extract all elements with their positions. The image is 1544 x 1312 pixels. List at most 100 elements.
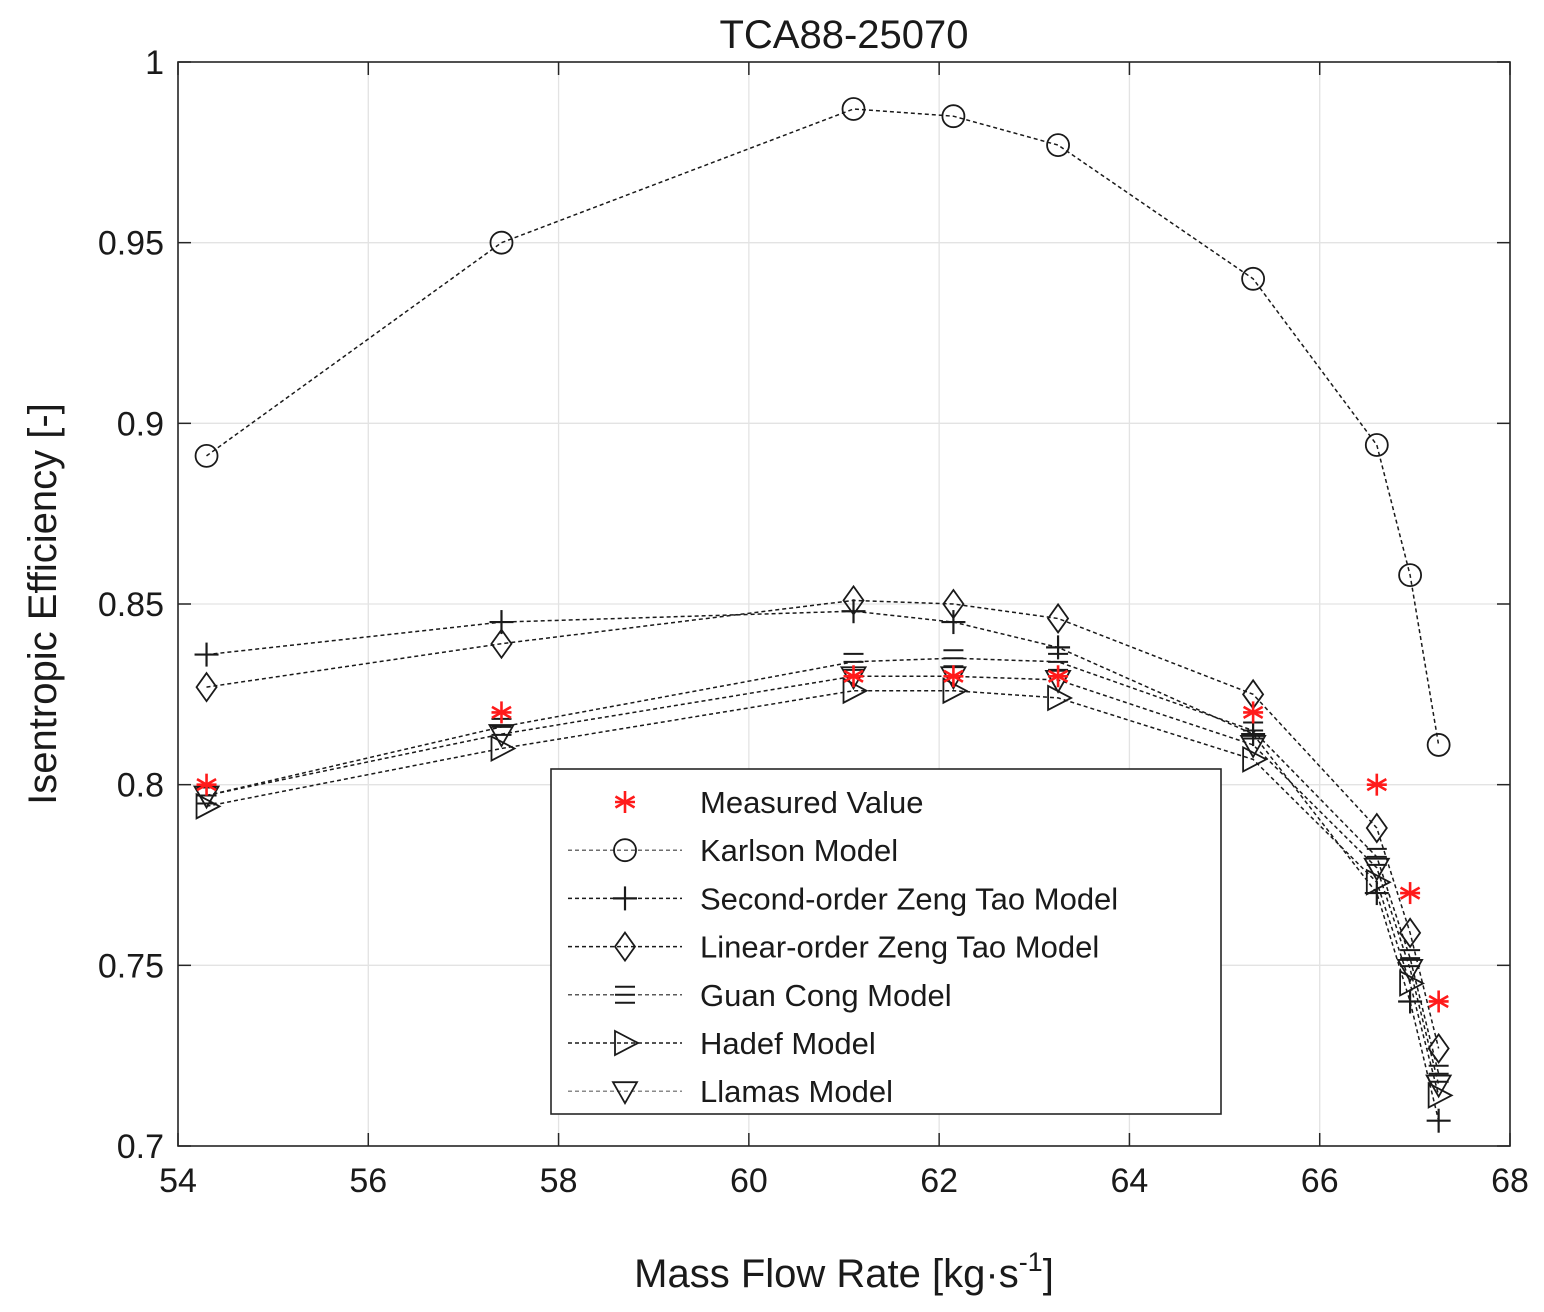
- hadef-model-point: [1365, 868, 1392, 896]
- y-tick-label: 0.95: [98, 225, 164, 263]
- series-markers: [192, 97, 1454, 1133]
- linear-order-zeng-tao-model-point: [1046, 602, 1070, 635]
- second-order-zeng-tao-model-point: [1241, 722, 1266, 747]
- linear-order-zeng-tao-model-point: [942, 588, 965, 620]
- measured-value-point: [491, 701, 512, 724]
- linear-order-zeng-tao-model-point: [195, 671, 218, 703]
- llamas-model-point: [1396, 959, 1424, 983]
- hadef-model-point: [1242, 745, 1269, 773]
- karlson-model-point: [1046, 133, 1070, 158]
- hadef-model-line: [206, 689, 1440, 1096]
- measured-value-point: [1047, 665, 1069, 688]
- legend-swatch-marker: [615, 985, 635, 1004]
- legend-item-measured-value: Measured Value: [614, 785, 923, 820]
- karlson-model-point: [1426, 733, 1451, 757]
- legend-item-karlson-model: Karlson Model: [568, 833, 898, 868]
- second-order-zeng-tao-model-point: [194, 642, 219, 667]
- axis-ticks: [177, 61, 1511, 1147]
- linear-order-zeng-tao-model-point: [1365, 812, 1388, 844]
- linear-order-zeng-tao-model-point: [1398, 917, 1422, 949]
- legend-swatch-marker: [613, 931, 637, 963]
- legend: Measured Value Karlson Model Second-order …: [550, 768, 1222, 1115]
- karlson-model-point: [1398, 563, 1422, 587]
- second-order-zeng-tao-model-point: [1398, 989, 1423, 1014]
- legend-label: Guan Cong Model: [700, 978, 952, 1013]
- llamas-model-point: [1239, 735, 1267, 759]
- y-tick-label: 1: [145, 44, 164, 82]
- karlson-model-point: [841, 97, 866, 121]
- y-tick-label: 0.75: [98, 947, 164, 985]
- hadef-model-point: [195, 792, 222, 820]
- x-axis-label-main: Mass Flow Rate [kg·s: [634, 1252, 1019, 1296]
- measured-value-point: [943, 665, 964, 688]
- guan-cong-model-point: [1400, 949, 1421, 968]
- legend-item-llamas-model: Llamas Model: [568, 1074, 893, 1109]
- second-order-zeng-tao-model-point: [1426, 1108, 1451, 1133]
- legend-label: Hadef Model: [700, 1026, 876, 1061]
- legend-label: Second-order Zeng Tao Model: [700, 881, 1118, 916]
- measured-value-point: [1428, 990, 1449, 1013]
- y-tick-label: 0.9: [117, 405, 164, 443]
- legend-item-second-order-zeng-tao-model: Second-order Zeng Tao Model: [568, 881, 1118, 916]
- guan-cong-model-point: [1366, 847, 1387, 866]
- y-tick-label: 0.85: [98, 586, 164, 624]
- karlson-model-point: [489, 230, 514, 255]
- measured-value-point: [196, 773, 217, 796]
- legend-swatch-marker: [614, 1029, 640, 1057]
- hadef-model-point: [490, 735, 517, 763]
- x-tick-label: 62: [920, 1162, 958, 1200]
- hadef-model-point: [842, 677, 869, 705]
- linear-order-zeng-tao-model-point: [842, 584, 865, 616]
- second-order-zeng-tao-model-point: [841, 599, 866, 624]
- legend-label: Measured Value: [700, 785, 923, 820]
- llamas-model-point: [1363, 857, 1391, 882]
- guan-cong-model-point: [1428, 1064, 1449, 1083]
- x-tick-label: 60: [730, 1162, 768, 1200]
- x-axis-label-close: ]: [1043, 1252, 1054, 1296]
- x-axis-label: Mass Flow Rate [kg·s-1]: [634, 1247, 1054, 1296]
- measured-value-point: [1366, 773, 1387, 796]
- y-tick-label: 0.8: [117, 767, 164, 805]
- x-tick-label: 58: [540, 1162, 578, 1200]
- linear-order-zeng-tao-model-point: [1427, 1032, 1450, 1064]
- legend-label: Llamas Model: [700, 1074, 893, 1109]
- karlson-model-point: [1241, 266, 1266, 291]
- second-order-zeng-tao-model-point: [1046, 635, 1071, 660]
- linear-order-zeng-tao-model-point: [490, 628, 513, 660]
- x-tick-label: 66: [1301, 1162, 1339, 1200]
- chart-title: TCA88-25070: [719, 13, 968, 57]
- karlson-model-point: [1364, 433, 1389, 457]
- hadef-model-point: [942, 677, 969, 705]
- x-axis-label-exponent: -1: [1019, 1247, 1043, 1277]
- guan-cong-model-line: [206, 657, 1440, 1074]
- x-tick-label: 54: [159, 1162, 197, 1200]
- legend-box: [550, 768, 1222, 1115]
- karlson-model-point: [941, 104, 966, 129]
- legend-label: Karlson Model: [700, 833, 898, 868]
- llamas-model-point: [487, 724, 516, 748]
- tick-labels: 54 56 58 60 62 64 66 68 0.7 0.75 0.8 0.85 0.9 0.95 1: [98, 44, 1529, 1200]
- legend-label: Linear-order Zeng Tao Model: [700, 930, 1099, 965]
- legend-swatch-marker: [613, 886, 637, 911]
- hadef-model-point: [1427, 1081, 1454, 1109]
- second-order-zeng-tao-model-point: [941, 610, 966, 635]
- measured-value-point: [843, 665, 864, 688]
- legend-item-hadef-model: Hadef Model: [568, 1026, 876, 1061]
- measured-value-point: [1399, 882, 1421, 905]
- measured-value-point: [1242, 701, 1264, 724]
- hadef-model-point: [1399, 969, 1426, 997]
- x-tick-label: 68: [1491, 1162, 1529, 1200]
- legend-swatch-marker: [613, 838, 637, 863]
- x-tick-label: 64: [1111, 1162, 1149, 1200]
- karlson-model-point: [194, 443, 219, 468]
- legend-item-linear-order-zeng-tao-model: Linear-order Zeng Tao Model: [568, 930, 1099, 965]
- x-tick-label: 56: [349, 1162, 387, 1200]
- legend-swatch-marker: [611, 1081, 639, 1106]
- legend-swatch-marker: [614, 791, 636, 813]
- legend-item-guan-cong-model: Guan Cong Model: [568, 978, 952, 1013]
- hadef-model-point: [1047, 684, 1074, 712]
- y-tick-label: 0.7: [117, 1128, 164, 1166]
- y-axis-label: Isentropic Efficiency [-]: [21, 403, 65, 805]
- linear-order-zeng-tao-model-line: [206, 599, 1440, 1049]
